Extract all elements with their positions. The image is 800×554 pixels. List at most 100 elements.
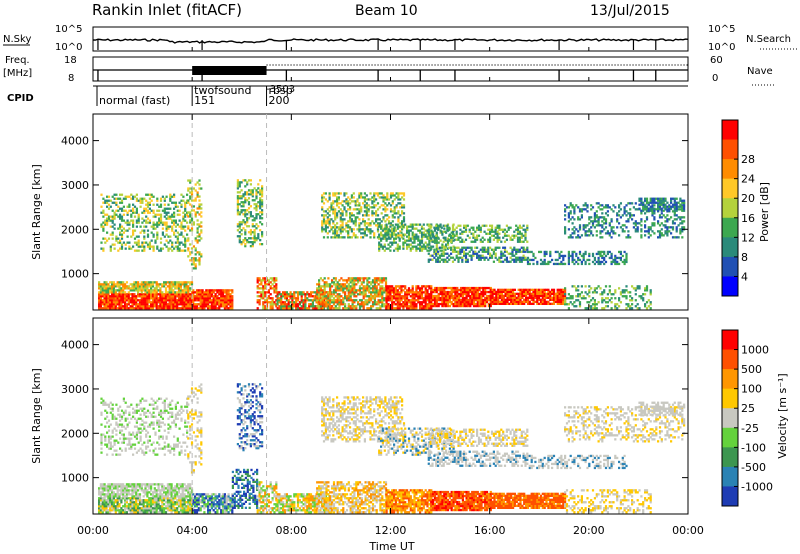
echo-cell	[187, 307, 190, 310]
echo-cell	[341, 204, 344, 207]
echo-cell	[406, 301, 409, 304]
echo-cell	[322, 307, 326, 310]
echo-cell	[220, 301, 223, 304]
echo-cell	[360, 192, 363, 195]
echo-cell	[287, 305, 290, 308]
echo-cell	[174, 225, 177, 228]
echo-cell	[259, 217, 262, 220]
echo-cell	[379, 277, 382, 280]
echo-cell	[139, 201, 142, 204]
echo-cell	[168, 285, 171, 288]
echo-cell	[255, 237, 258, 240]
echo-cell	[480, 296, 483, 300]
echo-cell	[407, 231, 411, 234]
echo-cell	[629, 307, 632, 310]
echo-cell	[225, 303, 228, 306]
echo-cell	[287, 303, 290, 306]
echo-cell	[569, 254, 572, 258]
echo-cell	[109, 199, 112, 202]
echo-cell	[261, 205, 264, 208]
echo-cell	[552, 298, 556, 301]
echo-cell	[302, 291, 305, 294]
echo-cell	[373, 277, 376, 280]
echo-cell	[355, 283, 358, 286]
echo-cell	[262, 295, 265, 298]
echo-cell	[401, 212, 404, 215]
echo-cell	[398, 247, 401, 250]
echo-cell	[490, 256, 494, 259]
echo-cell	[584, 208, 587, 211]
echo-cell	[190, 301, 194, 304]
echo-cell	[478, 286, 481, 290]
echo-cell	[493, 292, 496, 295]
echo-cell	[319, 285, 322, 288]
echo-cell	[454, 288, 457, 292]
echo-cell	[151, 301, 155, 304]
echo-cell	[159, 221, 163, 224]
echo-cell	[229, 295, 232, 298]
echo-cell	[159, 237, 163, 240]
echo-cell	[422, 247, 425, 250]
echo-cell	[262, 285, 265, 288]
echo-cell	[454, 286, 457, 290]
echo-cell	[341, 210, 344, 213]
echo-cell	[391, 210, 394, 213]
echo-cell	[446, 296, 450, 300]
echo-cell	[339, 228, 342, 231]
echo-cell	[360, 277, 363, 280]
echo-cell	[328, 220, 331, 223]
echo-cell	[109, 285, 112, 288]
echo-cell	[282, 301, 285, 304]
echo-cell	[402, 289, 405, 292]
echo-cell	[474, 246, 477, 249]
echo-cell	[208, 295, 212, 298]
echo-cell	[377, 289, 380, 292]
echo-cell	[345, 224, 348, 227]
echo-cell	[368, 299, 371, 302]
echo-cell	[625, 295, 628, 298]
echo-cell	[430, 296, 433, 300]
echo-cell	[512, 294, 515, 297]
echo-cell	[185, 283, 188, 286]
echo-cell	[326, 222, 329, 225]
echo-cell	[174, 297, 177, 300]
echo-cell	[168, 301, 171, 304]
echo-cell	[391, 214, 394, 217]
echo-cell	[582, 258, 585, 262]
echo-cell	[400, 297, 403, 300]
echo-cell	[498, 228, 501, 231]
echo-cell	[138, 293, 142, 296]
echo-cell	[378, 206, 381, 209]
echo-cell	[194, 267, 197, 270]
echo-cell	[362, 303, 365, 306]
echo-cell	[165, 225, 168, 228]
echo-cell	[378, 249, 381, 252]
echo-cell	[176, 301, 179, 304]
echo-cell	[104, 213, 107, 216]
echo-cell	[238, 197, 241, 200]
echo-cell	[494, 248, 497, 251]
echo-cell	[575, 236, 578, 239]
echo-cell	[360, 194, 363, 197]
echo-cell	[407, 299, 411, 302]
echo-cell	[327, 283, 330, 286]
echo-cell	[398, 299, 401, 302]
echo-cell	[407, 305, 411, 308]
echo-cell	[203, 307, 206, 310]
echo-cell	[432, 298, 435, 302]
echo-cell	[196, 207, 199, 210]
echo-cell	[415, 293, 418, 296]
echo-cell	[482, 294, 485, 298]
echo-cell	[349, 287, 352, 290]
echo-cell	[199, 305, 202, 308]
echo-cell	[435, 250, 438, 253]
echo-cell	[371, 279, 375, 282]
echo-cell	[364, 287, 367, 290]
echo-cell	[200, 253, 203, 256]
echo-cell	[484, 292, 487, 296]
echo-cell	[376, 222, 380, 225]
echo-cell	[98, 305, 101, 308]
echo-cell	[522, 256, 525, 259]
echo-cell	[362, 232, 365, 235]
